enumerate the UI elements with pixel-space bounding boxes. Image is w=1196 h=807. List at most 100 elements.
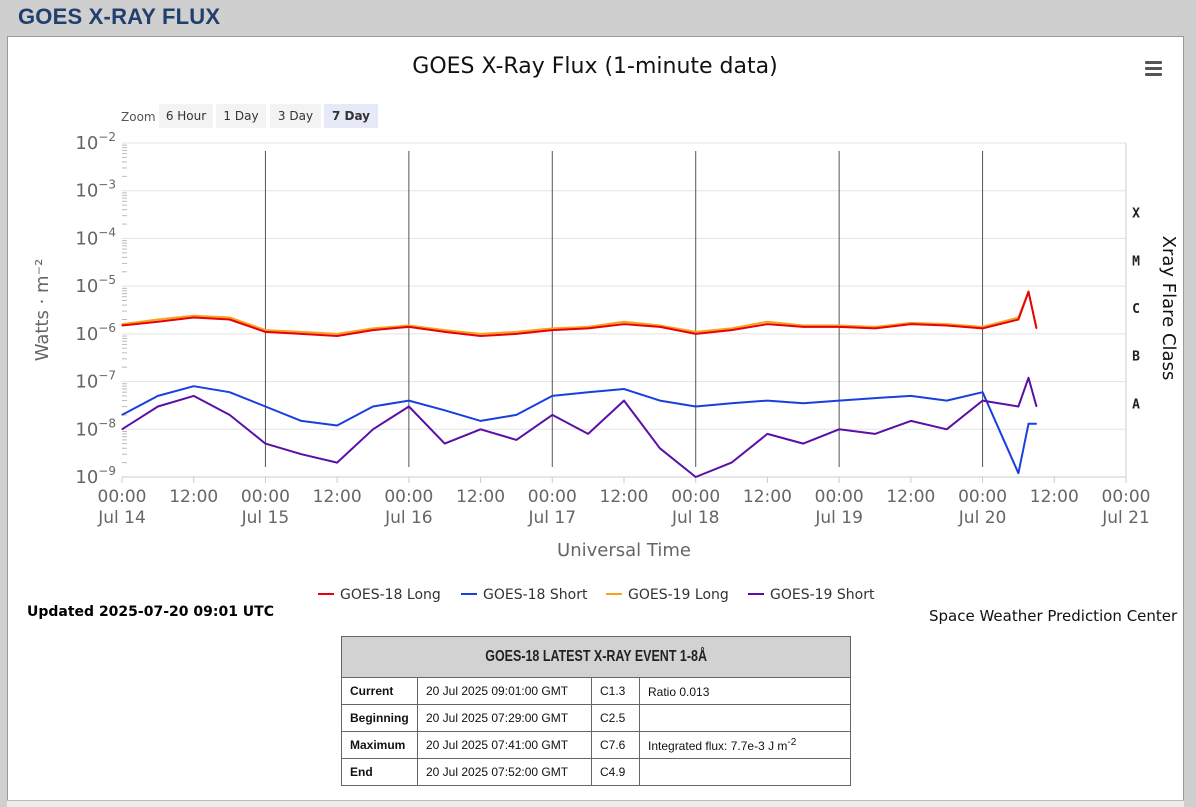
x-tick-date-label: Jul 19 [814, 508, 863, 528]
x-tick-label: 12:00 [169, 487, 218, 507]
data-point [1035, 327, 1038, 329]
series-line-goes-18-short [121, 385, 1037, 475]
data-point [874, 326, 876, 328]
data-point [157, 395, 159, 397]
data-point [229, 391, 231, 393]
data-point [515, 333, 518, 335]
data-point [300, 333, 302, 335]
data-point [300, 420, 302, 422]
x-tick-label: 12:00 [886, 487, 935, 507]
page-title: GOES X-RAY FLUX [18, 4, 221, 29]
data-point [802, 326, 804, 328]
data-point [695, 333, 697, 335]
data-point [157, 318, 159, 321]
series-line-goes-19-long [121, 290, 1038, 335]
data-point [874, 397, 876, 399]
data-point [838, 428, 840, 430]
hamburger-menu-icon[interactable] [1145, 61, 1162, 76]
data-point [157, 321, 159, 323]
data-point [623, 388, 625, 390]
data-point [480, 333, 482, 335]
data-point [946, 400, 948, 402]
data-point [910, 420, 912, 422]
data-point [229, 414, 231, 416]
credit-text: Space Weather Prediction Center [929, 607, 1178, 625]
legend-label: GOES-18 Short [483, 587, 588, 603]
latest-xray-event-table: GOES-18 LATEST X-RAY EVENT 1-8Å Current … [341, 636, 851, 786]
data-point [731, 327, 733, 329]
zoom-7-day-button[interactable]: 7 Day [324, 104, 378, 128]
row-time: 20 Jul 2025 09:01:00 GMT [417, 677, 592, 705]
data-point [982, 327, 984, 329]
table-row: End 20 Jul 2025 07:52:00 GMT C4.9 [341, 758, 851, 786]
data-point [587, 326, 589, 328]
row-time: 20 Jul 2025 07:52:00 GMT [417, 758, 592, 786]
row-class: C7.6 [591, 731, 640, 759]
event-table-title: GOES-18 LATEST X-RAY EVENT 1-8Å [341, 636, 851, 678]
flare-class-label: M [1132, 254, 1140, 269]
data-point [731, 329, 733, 331]
data-point [444, 331, 446, 333]
x-tick-label: 00:00 [671, 487, 720, 507]
data-point [444, 329, 446, 331]
data-point [946, 324, 948, 327]
right-axis-title: Xray Flare Class [1158, 236, 1179, 381]
data-point [336, 424, 338, 427]
data-point [659, 326, 661, 328]
x-tick-date-label: Jul 20 [958, 508, 1007, 528]
data-point [766, 321, 769, 323]
zoom-6-hour-button[interactable]: 6 Hour [159, 104, 213, 128]
data-point [1035, 405, 1038, 408]
data-point [659, 324, 661, 327]
bottom-scroll-area [7, 800, 1184, 807]
x-axis-title: Universal Time [557, 540, 691, 561]
data-point [910, 395, 912, 397]
data-point [444, 409, 446, 411]
x-tick-label: 12:00 [1030, 487, 1079, 507]
data-point [480, 420, 482, 422]
row-label: Beginning [341, 704, 418, 732]
x-tick-date-label: Jul 21 [1101, 508, 1150, 528]
x-tick-label: 00:00 [384, 487, 433, 507]
data-point [336, 462, 338, 464]
data-point [838, 400, 840, 402]
data-point [766, 400, 769, 402]
data-point [264, 443, 266, 445]
zoom-1-day-button[interactable]: 1 Day [216, 104, 266, 128]
data-point [982, 391, 984, 393]
data-point [982, 400, 984, 402]
data-point [264, 405, 266, 408]
data-point [300, 331, 302, 333]
data-point [1017, 405, 1020, 408]
data-point [193, 315, 195, 317]
data-point [480, 335, 482, 337]
data-point [766, 433, 769, 435]
x-tick-label: 12:00 [313, 487, 362, 507]
data-point [408, 400, 410, 402]
data-point [264, 331, 266, 333]
data-point [587, 391, 589, 393]
flare-class-label: C [1132, 302, 1140, 317]
data-point [264, 329, 266, 331]
row-class: C2.5 [591, 704, 640, 732]
data-point [1027, 377, 1030, 379]
data-point [1027, 423, 1030, 425]
data-point [874, 327, 876, 329]
data-point [336, 335, 338, 337]
data-point [910, 323, 912, 325]
data-point [193, 385, 195, 387]
data-point [1027, 291, 1030, 293]
y-tick-label: 10−3 [75, 178, 116, 202]
zoom-3-day-button[interactable]: 3 Day [270, 104, 321, 128]
data-point [336, 333, 338, 335]
legend-label: GOES-19 Long [628, 587, 729, 603]
data-point [157, 405, 159, 408]
legend-label: GOES-18 Long [340, 587, 441, 603]
data-point [372, 428, 374, 430]
series-line-goes-19-short [121, 376, 1038, 478]
y-tick-label: 10−5 [75, 273, 116, 297]
data-point [408, 324, 410, 327]
data-point [766, 323, 769, 325]
x-tick-date-label: Jul 15 [241, 508, 290, 528]
x-tick-label: 00:00 [1102, 487, 1151, 507]
